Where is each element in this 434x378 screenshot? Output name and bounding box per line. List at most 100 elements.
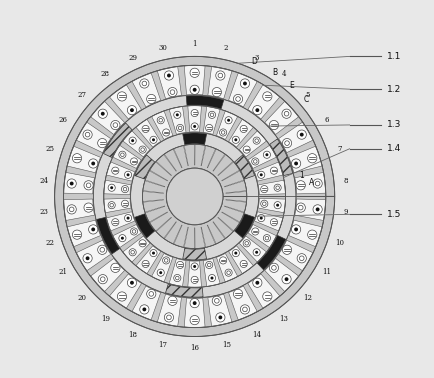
Text: 24: 24 [39, 177, 48, 184]
Circle shape [256, 108, 259, 112]
Circle shape [210, 277, 214, 280]
Circle shape [83, 130, 92, 139]
Wedge shape [109, 274, 141, 308]
Wedge shape [164, 155, 177, 171]
Wedge shape [173, 225, 182, 244]
Wedge shape [151, 111, 173, 139]
Circle shape [131, 228, 138, 235]
Wedge shape [104, 198, 131, 213]
Circle shape [142, 125, 149, 133]
Wedge shape [109, 85, 141, 119]
Circle shape [112, 167, 119, 174]
Text: 16: 16 [190, 344, 199, 352]
Circle shape [193, 265, 196, 268]
Wedge shape [184, 227, 188, 247]
Wedge shape [183, 133, 207, 145]
Circle shape [240, 305, 250, 314]
Circle shape [297, 254, 306, 263]
Circle shape [108, 184, 115, 191]
Polygon shape [131, 132, 259, 260]
Wedge shape [67, 220, 101, 247]
Polygon shape [55, 56, 335, 336]
Wedge shape [143, 191, 164, 194]
Wedge shape [201, 227, 206, 247]
Circle shape [225, 269, 232, 276]
Wedge shape [279, 240, 313, 271]
Polygon shape [142, 144, 247, 249]
Text: B: B [273, 68, 278, 77]
Wedge shape [248, 225, 276, 248]
Wedge shape [113, 225, 141, 248]
Circle shape [294, 161, 298, 166]
Circle shape [225, 117, 232, 124]
Circle shape [190, 299, 199, 308]
Circle shape [294, 228, 298, 231]
Circle shape [72, 153, 82, 163]
Text: 29: 29 [128, 54, 137, 62]
Circle shape [139, 146, 146, 153]
Text: 19: 19 [101, 315, 110, 324]
Text: 26: 26 [59, 116, 68, 124]
Text: 5: 5 [306, 91, 310, 99]
Text: 1.1: 1.1 [387, 52, 401, 61]
Wedge shape [213, 155, 225, 171]
Circle shape [127, 278, 137, 287]
Wedge shape [91, 259, 125, 291]
Circle shape [119, 235, 126, 242]
Circle shape [256, 281, 259, 285]
Circle shape [121, 237, 124, 240]
Text: 15: 15 [222, 341, 231, 349]
Circle shape [193, 125, 196, 128]
Wedge shape [289, 146, 322, 173]
Text: 8: 8 [344, 177, 348, 184]
Text: D: D [252, 57, 258, 66]
Circle shape [150, 249, 157, 257]
Circle shape [125, 171, 132, 178]
Circle shape [152, 252, 155, 255]
Circle shape [253, 249, 260, 256]
Wedge shape [194, 228, 195, 248]
Circle shape [316, 208, 319, 211]
Circle shape [91, 228, 95, 231]
Circle shape [191, 123, 198, 130]
Wedge shape [222, 170, 240, 181]
Circle shape [84, 181, 93, 190]
Circle shape [253, 105, 262, 115]
Circle shape [297, 130, 306, 139]
Polygon shape [93, 95, 296, 298]
Circle shape [260, 217, 263, 220]
Circle shape [111, 121, 120, 130]
Wedge shape [188, 261, 201, 287]
Circle shape [263, 235, 270, 242]
Circle shape [261, 186, 268, 193]
Text: 21: 21 [59, 268, 68, 276]
Circle shape [232, 249, 240, 257]
Circle shape [232, 136, 240, 143]
Circle shape [98, 245, 107, 254]
Circle shape [130, 281, 134, 285]
Circle shape [282, 109, 291, 118]
Circle shape [67, 179, 76, 188]
Circle shape [89, 159, 98, 168]
Text: 14: 14 [252, 331, 261, 339]
Wedge shape [207, 149, 216, 168]
Text: 30: 30 [158, 44, 168, 52]
Wedge shape [67, 146, 101, 173]
Circle shape [111, 263, 120, 273]
Wedge shape [229, 119, 253, 147]
Circle shape [166, 168, 223, 225]
Circle shape [253, 137, 260, 144]
Circle shape [220, 257, 227, 264]
Circle shape [190, 316, 199, 325]
Circle shape [101, 112, 105, 116]
Circle shape [98, 138, 107, 148]
Wedge shape [203, 107, 220, 134]
Text: A: A [309, 178, 314, 187]
Circle shape [164, 71, 174, 80]
Circle shape [117, 92, 127, 101]
Circle shape [193, 301, 197, 305]
Wedge shape [113, 145, 141, 169]
Text: 1: 1 [299, 171, 304, 180]
Circle shape [168, 296, 177, 305]
Wedge shape [169, 259, 186, 286]
